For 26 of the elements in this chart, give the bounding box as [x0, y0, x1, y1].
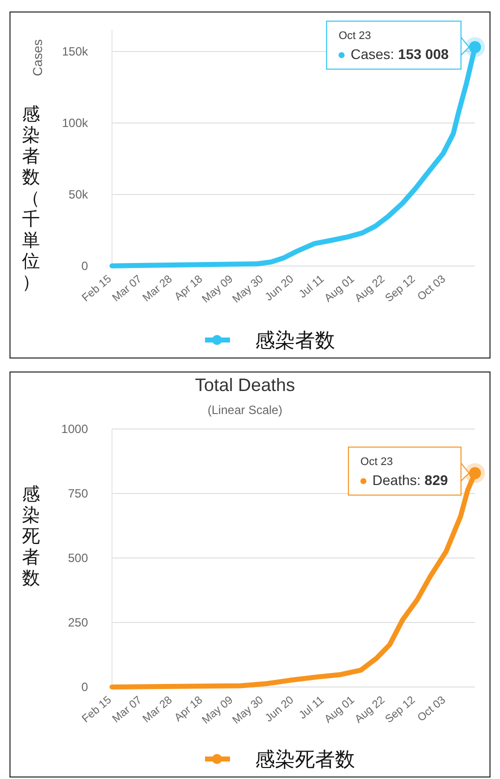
y-tick-label: 500 — [68, 551, 88, 565]
chart-title: Total Deaths — [194, 375, 296, 395]
y-tick-label: 750 — [68, 486, 88, 500]
x-tick-label: Oct 03 — [415, 694, 448, 724]
x-tick-label: Mar 28 — [140, 694, 175, 726]
annotation: Oct 23 Deaths: 829 — [360, 456, 448, 488]
y-tick-label: 250 — [68, 616, 88, 630]
y-tick-label: 0 — [81, 680, 88, 694]
y-tick-label: 100k — [62, 116, 89, 130]
x-tick-label: Sep 12 — [383, 694, 418, 726]
x-tick-label: Oct 03 — [415, 273, 448, 304]
legend-label: 感染者数 — [255, 330, 335, 352]
x-tick-label: Mar 28 — [140, 273, 175, 304]
y-tick-label: 0 — [81, 259, 88, 273]
y-tick-label: 1000 — [61, 422, 88, 436]
y-tick-label: 50k — [68, 187, 89, 202]
y-axis-title: Cases — [30, 38, 45, 76]
legend-label: 感染死者数 — [255, 749, 355, 771]
chart-subtitle: (Linear Scale) — [208, 403, 282, 417]
x-tick-label: Sep 12 — [383, 273, 418, 305]
x-tick-label: Jun 20 — [263, 273, 296, 304]
x-tick-label: Jun 20 — [263, 694, 296, 725]
y-axis-title: 感染死者数 — [22, 484, 40, 588]
annotation: Oct 23 Cases: 153 008 — [338, 30, 449, 62]
y-tick-label: 150k — [62, 44, 89, 58]
text: 感染者数（千単位） — [22, 104, 40, 292]
